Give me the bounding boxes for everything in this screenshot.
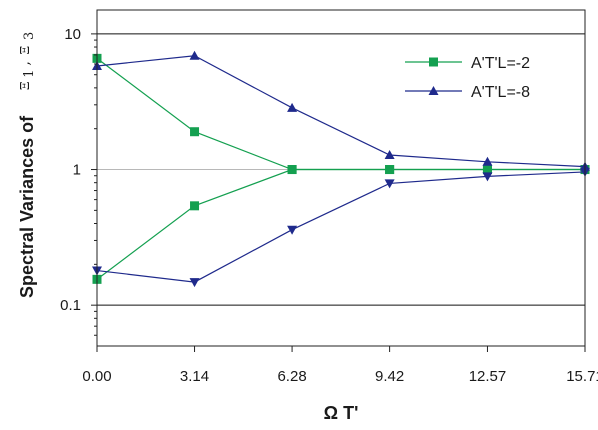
- y-axis-label: Spectral Variances of Ξ 1 , Ξ 3: [17, 32, 37, 298]
- x-tick-label: 12.57: [469, 368, 507, 385]
- y-tick-label: 10: [64, 26, 81, 43]
- x-tick-label: 6.28: [277, 368, 306, 385]
- data-point: [482, 156, 493, 166]
- data-point: [287, 102, 298, 112]
- y-axis-label-symbols: Ξ 1 , Ξ 3: [17, 32, 37, 90]
- legend-marker: [428, 86, 439, 95]
- legend-label: A'T'L=-8: [471, 84, 530, 101]
- series-line: [96, 168, 585, 280]
- data-point: [190, 127, 200, 137]
- series-line: [96, 55, 586, 168]
- y-tick-label: 0.1: [60, 297, 81, 314]
- x-tick-label: 9.42: [375, 368, 404, 385]
- plot-frame: [96, 9, 586, 347]
- data-point: [190, 201, 200, 211]
- data-point: [189, 278, 200, 288]
- y-axis-subscript-1: 1: [22, 69, 37, 77]
- data-point: [482, 165, 492, 175]
- x-axis: 0.00 3.14 6.28 9.42 12.57 15.71: [82, 346, 598, 385]
- x-axis-label: Ω T': [324, 403, 359, 423]
- y-axis-separator: ,: [17, 61, 33, 65]
- data-point: [189, 50, 200, 60]
- y-axis-subscript-2: 3: [22, 32, 37, 40]
- legend-label: A'T'L=-2: [471, 55, 530, 72]
- series-1: [92, 53, 590, 284]
- y-axis: 0.1 1 10: [60, 26, 97, 336]
- y-axis-symbol-1: Ξ: [18, 82, 32, 90]
- data-point: [384, 149, 395, 159]
- series-line: [96, 171, 586, 283]
- data-point: [287, 225, 298, 235]
- x-tick-label: 0.00: [82, 368, 111, 385]
- series-layer: [92, 50, 590, 288]
- data-point: [385, 165, 395, 175]
- y-tick-label: 1: [73, 162, 81, 179]
- y-axis-label-main: Spectral Variances of: [17, 115, 37, 298]
- legend-marker: [429, 57, 438, 67]
- legend: A'T'L=-2 A'T'L=-8: [405, 55, 530, 101]
- series-line: [96, 57, 585, 171]
- x-tick-label: 3.14: [180, 368, 209, 385]
- y-axis-symbol-2: Ξ: [18, 46, 32, 54]
- data-point: [287, 165, 297, 175]
- data-point: [384, 179, 395, 189]
- x-tick-label: 15.71: [566, 368, 598, 385]
- series-2: [92, 50, 590, 288]
- data-point: [482, 172, 493, 182]
